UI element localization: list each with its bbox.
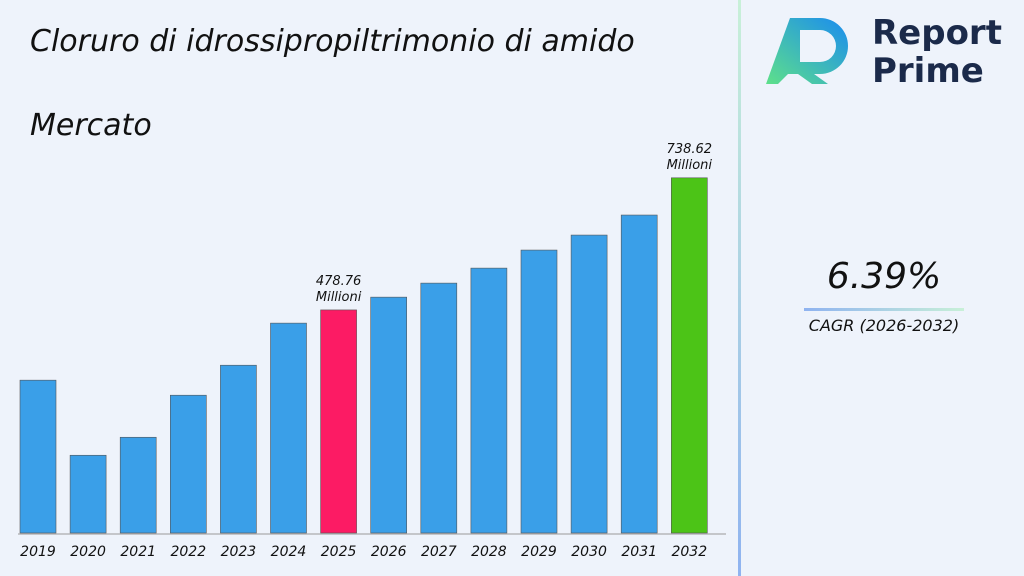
brand-line: Report [872, 13, 1002, 53]
x-tick-label: 2023 [221, 544, 257, 560]
bar [670, 177, 708, 534]
x-tick-label: 2024 [271, 544, 307, 560]
x-tick-label: 2026 [371, 544, 407, 560]
value-label: 478.76 Millioni [315, 273, 362, 305]
chart-title: Cloruro di idrossipropiltrimonio di amid… [30, 24, 635, 143]
x-tick-label: 2019 [20, 544, 56, 560]
bar [170, 394, 207, 534]
x-tick-label: 2030 [571, 544, 607, 560]
bar [620, 214, 658, 534]
x-tick-label: 2028 [471, 544, 507, 560]
divider [738, 0, 741, 576]
cagr-label: CAGR (2026-2032) [808, 316, 960, 335]
bar [220, 364, 257, 534]
bar [19, 379, 57, 534]
bar [69, 454, 107, 534]
brand: Report Prime [872, 14, 1002, 90]
x-tick-label: 2022 [170, 544, 206, 560]
bar [270, 322, 307, 534]
x-tick-label: 2032 [671, 544, 707, 560]
x-tick-label: 2025 [321, 544, 357, 560]
bar [520, 249, 558, 534]
x-tick-label: 2020 [70, 544, 106, 560]
x-tick-label: 2031 [621, 544, 657, 560]
bar [370, 296, 408, 534]
bar [470, 267, 508, 534]
underline [804, 308, 964, 311]
logo [766, 18, 848, 84]
value-label: 738.62 Millioni [666, 141, 713, 173]
x-tick-label: 2027 [421, 544, 457, 560]
bar [320, 309, 357, 534]
cagr-value: 6.39% [826, 256, 942, 297]
bar [119, 436, 157, 534]
bar [570, 234, 608, 534]
x-tick-label: 2029 [521, 544, 557, 560]
x-tick-label: 2021 [120, 544, 156, 560]
bar [420, 282, 458, 534]
brand-line: Prime [872, 51, 984, 91]
